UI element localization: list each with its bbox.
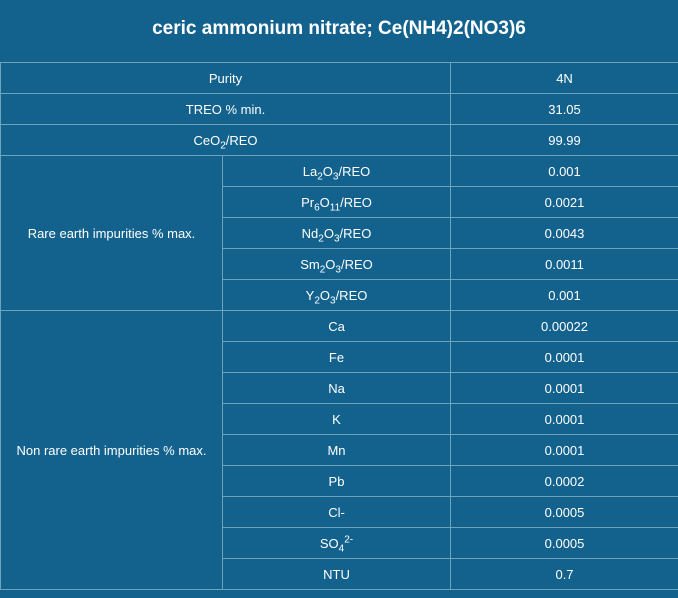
impurity-name: Pb bbox=[223, 466, 451, 497]
impurity-name: Pr6O11/REO bbox=[223, 187, 451, 218]
impurity-value: 0.0001 bbox=[451, 342, 678, 373]
impurity-name: Nd2O3/REO bbox=[223, 218, 451, 249]
table-row: Purity4N bbox=[1, 63, 678, 94]
impurity-value: 0.0001 bbox=[451, 404, 678, 435]
impurity-name: K bbox=[223, 404, 451, 435]
impurity-value: 0.0005 bbox=[451, 528, 678, 559]
impurity-value: 0.7 bbox=[451, 559, 678, 590]
impurity-name: Cl- bbox=[223, 497, 451, 528]
property-value: 4N bbox=[451, 63, 678, 94]
impurity-value: 0.001 bbox=[451, 156, 678, 187]
impurity-name: Mn bbox=[223, 435, 451, 466]
impurity-name: NTU bbox=[223, 559, 451, 590]
impurity-value: 0.0001 bbox=[451, 435, 678, 466]
impurity-value: 0.0043 bbox=[451, 218, 678, 249]
impurity-name: Sm2O3/REO bbox=[223, 249, 451, 280]
table-row: Rare earth impurities % max.La2O3/REO0.0… bbox=[1, 156, 678, 187]
impurity-name: Y2O3/REO bbox=[223, 280, 451, 311]
property-label: Purity bbox=[1, 63, 451, 94]
group-label: Non rare earth impurities % max. bbox=[1, 311, 223, 590]
property-value: 99.99 bbox=[451, 125, 678, 156]
impurity-value: 0.0002 bbox=[451, 466, 678, 497]
group-label: Rare earth impurities % max. bbox=[1, 156, 223, 311]
impurity-value: 0.00022 bbox=[451, 311, 678, 342]
page-title: ceric ammonium nitrate; Ce(NH4)2(NO3)6 bbox=[0, 0, 678, 62]
impurity-name: Na bbox=[223, 373, 451, 404]
property-value: 31.05 bbox=[451, 94, 678, 125]
table-row: CeO2/REO99.99 bbox=[1, 125, 678, 156]
impurity-name: Ca bbox=[223, 311, 451, 342]
table-row: Non rare earth impurities % max.Ca0.0002… bbox=[1, 311, 678, 342]
spec-table: Purity4NTREO % min.31.05CeO2/REO99.99Rar… bbox=[0, 62, 678, 590]
impurity-name: SO42- bbox=[223, 528, 451, 559]
impurity-value: 0.0001 bbox=[451, 373, 678, 404]
impurity-name: Fe bbox=[223, 342, 451, 373]
impurity-value: 0.0011 bbox=[451, 249, 678, 280]
property-label: TREO % min. bbox=[1, 94, 451, 125]
impurity-value: 0.001 bbox=[451, 280, 678, 311]
impurity-value: 0.0005 bbox=[451, 497, 678, 528]
impurity-name: La2O3/REO bbox=[223, 156, 451, 187]
table-row: TREO % min.31.05 bbox=[1, 94, 678, 125]
impurity-value: 0.0021 bbox=[451, 187, 678, 218]
spec-sheet: ceric ammonium nitrate; Ce(NH4)2(NO3)6 P… bbox=[0, 0, 678, 590]
property-label: CeO2/REO bbox=[1, 125, 451, 156]
